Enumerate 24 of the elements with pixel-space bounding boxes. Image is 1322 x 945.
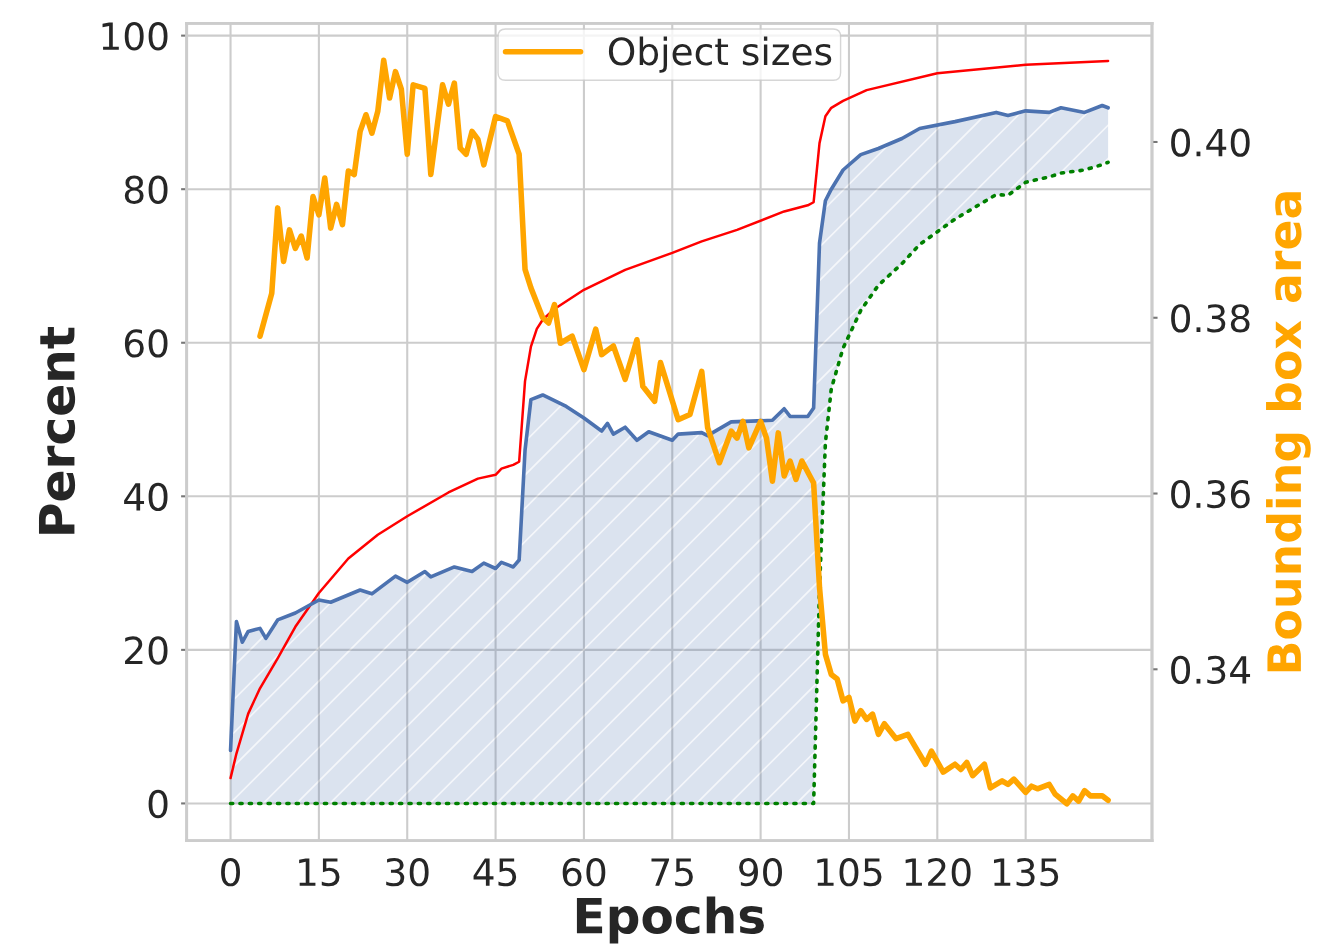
y2-tick-label: 0.38 (1171, 304, 1250, 333)
x-tick-label: 60 (562, 858, 606, 887)
x-tick-label: 75 (651, 858, 693, 887)
y2-tick-label: 0.40 (1171, 128, 1250, 157)
y-tick-label: 20 (125, 636, 168, 665)
x-tick-label: 0 (221, 858, 240, 887)
legend-label: Object sizes (608, 36, 832, 73)
y-tick-label: 60 (124, 329, 168, 358)
x-tick-label: 30 (386, 858, 429, 887)
x-tick-label: 135 (993, 858, 1059, 887)
x-tick-label: 15 (299, 858, 340, 887)
x-tick-label: 120 (905, 858, 971, 887)
y-tick-label: 0 (148, 789, 168, 819)
y2-tick-label: 0.34 (1171, 655, 1251, 685)
y2-tick-label: 0.36 (1171, 479, 1250, 509)
x-axis-title: Epochs (576, 896, 764, 944)
y-tick-label: 80 (124, 175, 168, 204)
y-tick-label: 100 (102, 22, 168, 51)
x-tick-label: 105 (817, 858, 882, 887)
y-tick-label: 40 (124, 482, 168, 512)
y-axis-title: Percent (38, 327, 76, 534)
y2-axis-title: Bounding box area (1266, 192, 1311, 672)
x-tick-label: 90 (739, 858, 782, 887)
x-tick-label: 45 (473, 858, 517, 887)
